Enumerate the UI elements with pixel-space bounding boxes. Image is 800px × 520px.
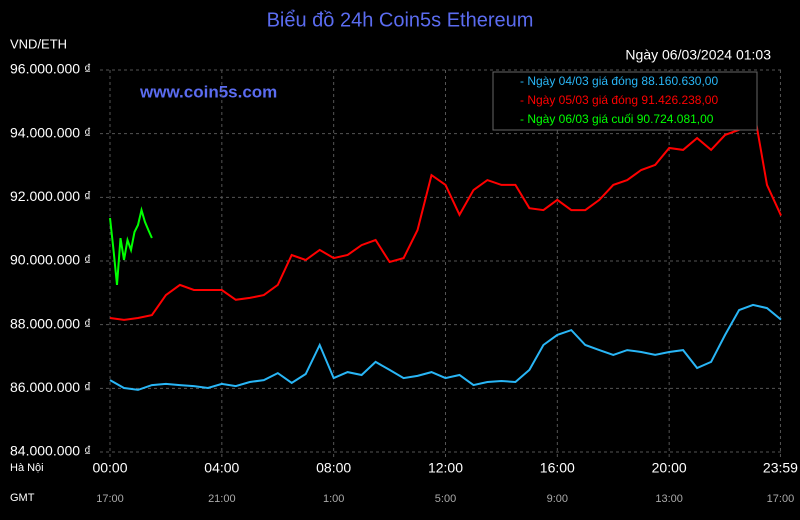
x2-tick-label: 9:00 [547,493,568,505]
y-tick-label: 96.000.000 ₫ [10,61,91,77]
x2-tick-label: 1:00 [323,493,344,505]
y-tick-label: 88.000.000 ₫ [10,315,91,331]
x2-tick-label: 5:00 [435,493,456,505]
series-line [109,102,782,321]
x2-tick-label: 17:00 [96,493,124,505]
series-line [109,303,782,391]
x-tick-label: 23:59 [763,460,798,476]
y-tick-label: 86.000.000 ₫ [10,379,91,395]
y-tick-label: 92.000.000 ₫ [10,188,91,204]
x-tick-label: 04:00 [204,460,239,476]
legend-entry: - Ngày 05/03 giá đóng 91.426.238,00 [520,93,718,107]
x-tick-label: 08:00 [316,460,351,476]
chart-title: Biểu đồ 24h Coin5s Ethereum [267,9,534,31]
x-tick-label: 16:00 [540,460,575,476]
x-tick-label: 00:00 [92,460,127,476]
legend-entry: - Ngày 06/03 giá cuối 90.724.081,00 [520,112,714,126]
y-tick-label: 84.000.000 ₫ [10,443,91,459]
subtitle: Ngày 06/03/2024 01:03 [625,47,771,63]
watermark: www.coin5s.com [139,82,277,101]
legend-entry: - Ngày 04/03 giá đóng 88.160.630,00 [520,74,718,88]
x-row-label: Hà Nội [10,462,44,474]
legend-box [492,71,758,131]
x2-tick-label: 17:00 [767,493,795,505]
series-line [109,206,153,285]
x-tick-label: 20:00 [652,460,687,476]
x-tick-label: 12:00 [428,460,463,476]
y-tick-label: 90.000.000 ₫ [10,252,91,268]
y-axis-label: VND/ETH [10,36,67,51]
x2-row-label: GMT [10,492,35,504]
x2-tick-label: 21:00 [208,493,236,505]
x2-tick-label: 13:00 [655,493,683,505]
y-tick-label: 94.000.000 ₫ [10,124,91,140]
